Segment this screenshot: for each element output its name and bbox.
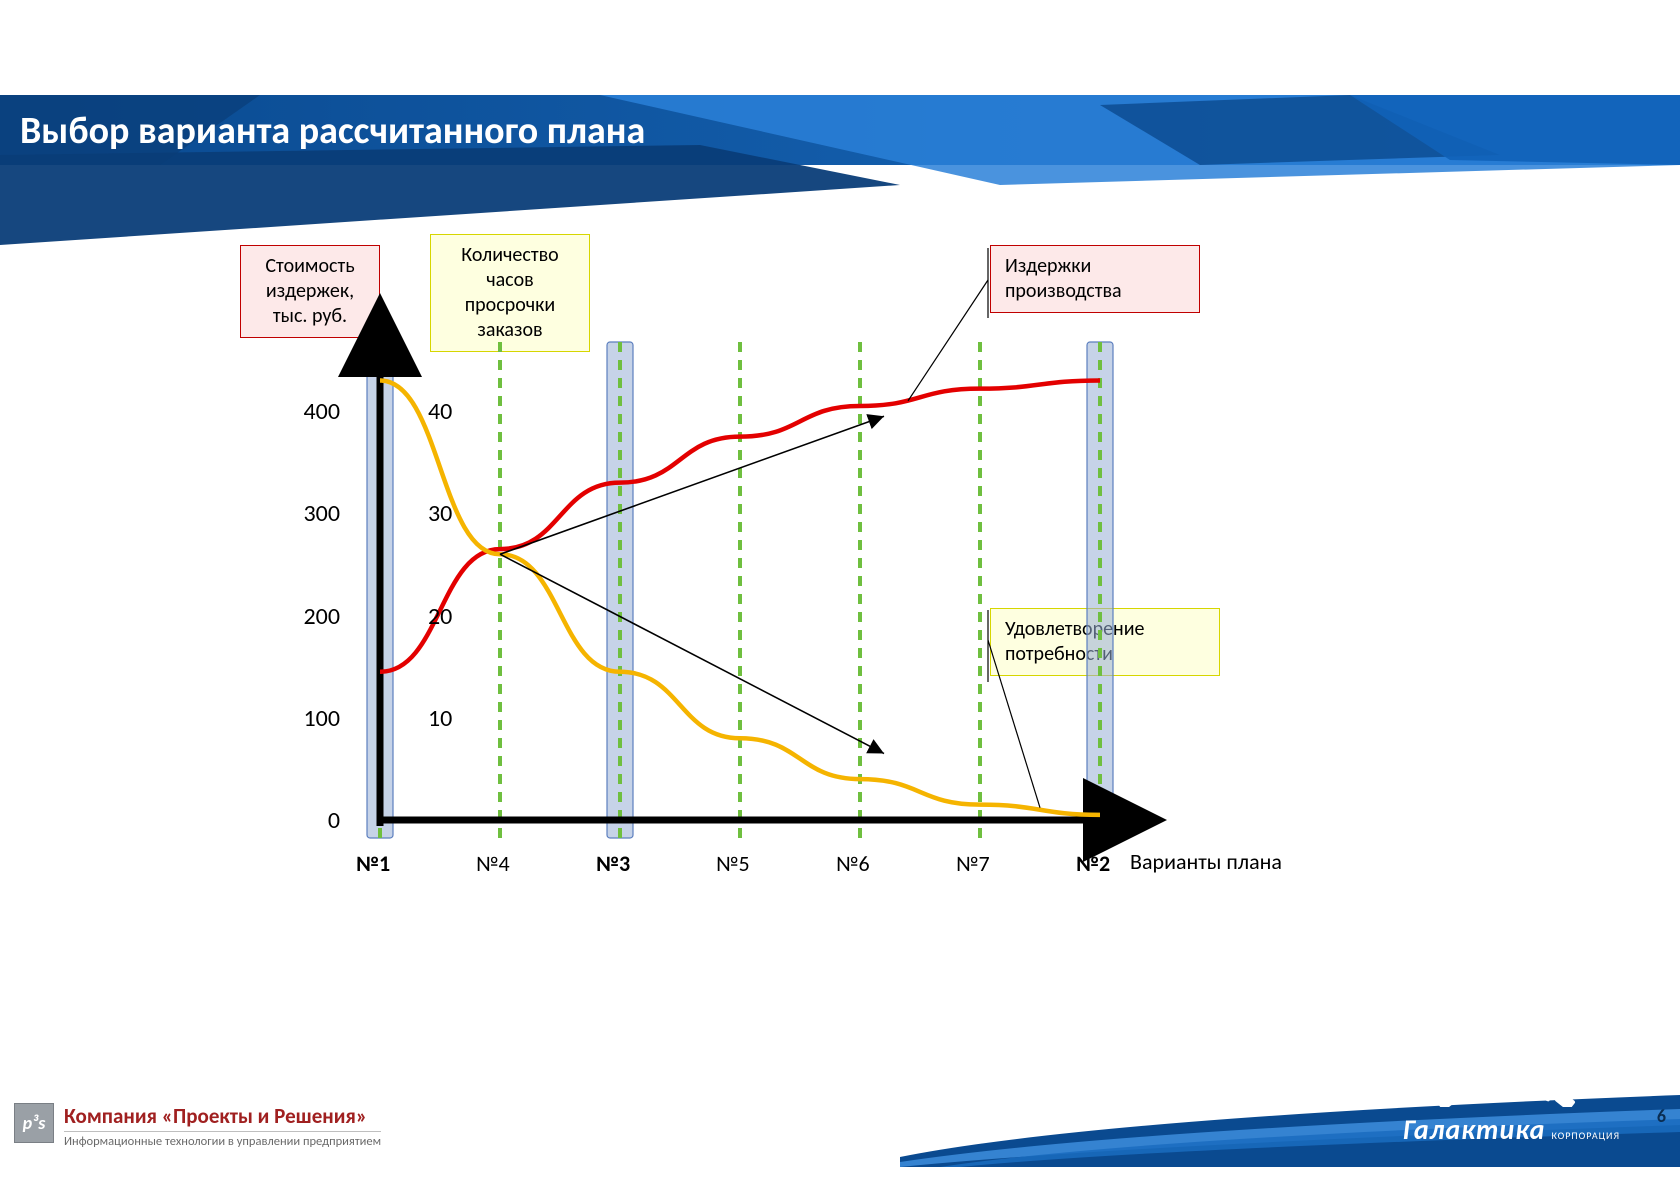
x-axis-title: Варианты плана	[1130, 848, 1282, 875]
galaktika-logo: Галактика КОРПОРАЦИЯ	[1403, 1083, 1620, 1147]
y-mid-tick: 20	[428, 602, 452, 631]
x-tick-label: №4	[476, 850, 510, 877]
chart-area: Стоимость издержек, тыс. руб. Количество…	[250, 240, 1370, 960]
y-left-tick: 400	[284, 397, 340, 426]
x-tick-label: №6	[836, 850, 870, 877]
y-mid-tick: 30	[428, 499, 452, 528]
company-name: Компания «Проекты и Решения»	[64, 1103, 381, 1129]
x-tick-label: №3	[596, 850, 630, 877]
slide-title: Выбор варианта рассчитанного плана	[20, 108, 645, 154]
x-tick-label: №2	[1076, 850, 1110, 877]
x-tick-label: №5	[716, 850, 750, 877]
galaktika-corp: КОРПОРАЦИЯ	[1551, 1129, 1620, 1142]
y-left-tick: 100	[284, 704, 340, 733]
footer-left: p³s Компания «Проекты и Решения» Информа…	[14, 1103, 381, 1149]
x-tick-label: №7	[956, 850, 990, 877]
galaktika-arch-icon	[1426, 1083, 1596, 1107]
company-subtitle: Информационные технологии в управлении п…	[64, 1131, 381, 1149]
y-mid-tick: 40	[428, 397, 452, 426]
x-tick-label: №1	[356, 850, 390, 877]
y-left-tick: 200	[284, 602, 340, 631]
y-left-tick: 300	[284, 499, 340, 528]
page-number: 6	[1657, 1105, 1666, 1127]
y-left-tick: 0	[284, 806, 340, 835]
p3s-badge-icon: p³s	[14, 1103, 54, 1143]
p3s-text: p³s	[23, 1112, 46, 1134]
company-block: Компания «Проекты и Решения» Информацион…	[64, 1103, 381, 1149]
y-mid-tick: 10	[428, 704, 452, 733]
footer: p³s Компания «Проекты и Решения» Информа…	[0, 1077, 1680, 1187]
galaktika-text: Галактика	[1403, 1112, 1546, 1147]
slide: Выбор варианта рассчитанного плана Стоим…	[0, 0, 1680, 1187]
